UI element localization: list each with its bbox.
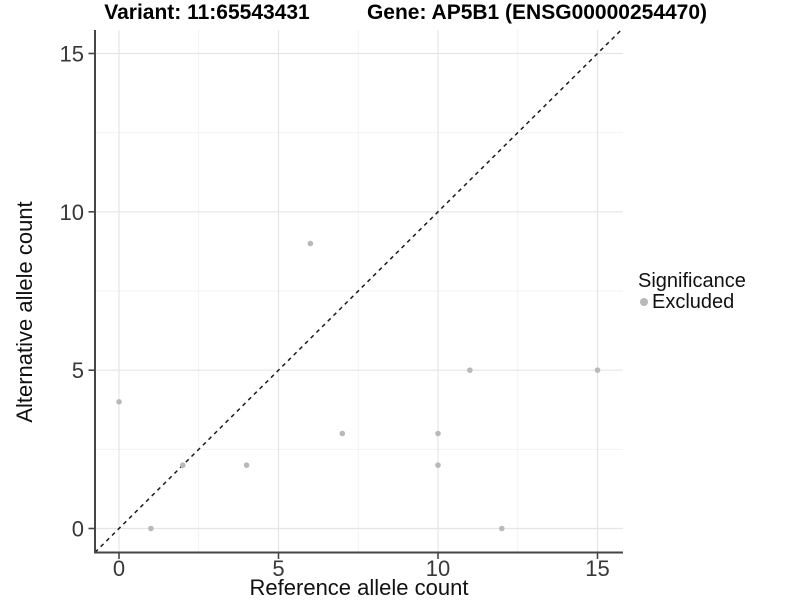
data-point (594, 367, 601, 373)
y-tick-label: 0 (72, 517, 84, 542)
data-point (180, 462, 186, 468)
x-tick-label: 10 (426, 556, 450, 581)
y-tick-label: 10 (60, 200, 84, 225)
y-tick-label: 15 (60, 41, 84, 66)
x-tick-label: 5 (272, 556, 284, 581)
data-point (339, 430, 346, 437)
y-tick-label: 5 (72, 358, 84, 383)
legend-item-excluded: Excluded (638, 292, 746, 312)
data-point (499, 525, 505, 532)
legend: Significance Excluded (638, 270, 746, 313)
data-point (243, 462, 250, 468)
x-axis-title: Reference allele count (249, 575, 469, 600)
legend-item-label: Excluded (652, 291, 735, 313)
data-point (435, 430, 441, 437)
legend-key-dot-icon (640, 298, 648, 306)
data-point (435, 462, 441, 468)
data-point (307, 240, 314, 247)
x-tick-label: 15 (585, 556, 609, 581)
gene-title: Gene: AP5B1 (ENSG00000254470) (366, 1, 708, 24)
data-point (116, 399, 122, 405)
x-tick-label: 0 (113, 556, 125, 581)
legend-title: Significance (638, 270, 746, 292)
data-point (467, 367, 473, 373)
y-axis-title: Alternative allele count (12, 201, 37, 423)
variant-title: Variant: 11:65543431 (104, 1, 310, 24)
data-point (148, 525, 154, 532)
